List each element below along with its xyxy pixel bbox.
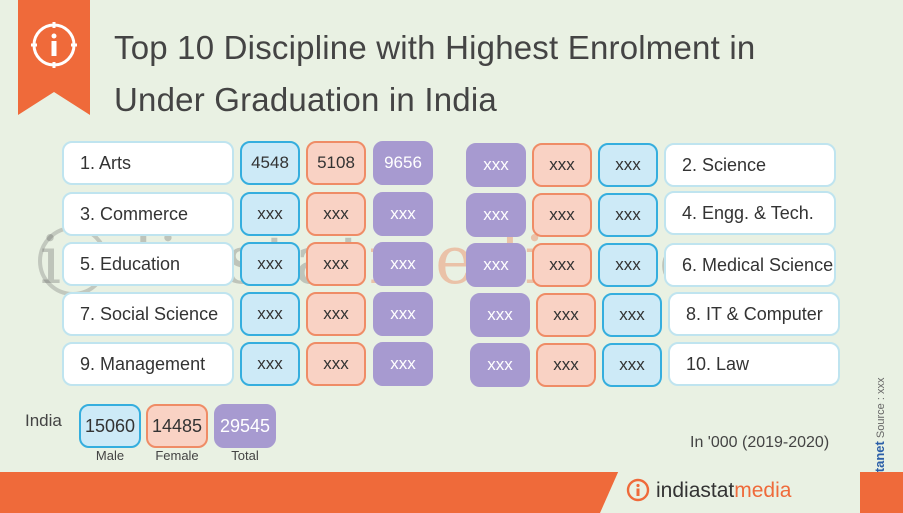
- female-value: xxx: [306, 192, 366, 236]
- unit-note: In '000 (2019-2020): [690, 434, 830, 451]
- discipline-label: 9. Management: [62, 342, 234, 386]
- total-value: xxx: [466, 243, 526, 287]
- footer-brand: indiastatmedia: [600, 466, 860, 513]
- discipline-label: 8. IT & Computer: [668, 292, 840, 336]
- india-male-value: 15060: [79, 404, 141, 448]
- discipline-label: 3. Commerce: [62, 192, 234, 236]
- female-value: xxx: [532, 193, 592, 237]
- female-value: xxx: [306, 342, 366, 386]
- female-value: xxx: [306, 242, 366, 286]
- female-legend-label: Female: [155, 448, 199, 463]
- title-line-1: Top 10 Discipline with Highest Enrolment…: [114, 29, 756, 66]
- discipline-label: 5. Education: [62, 242, 234, 286]
- female-value: xxx: [306, 292, 366, 336]
- total-value: xxx: [470, 293, 530, 337]
- male-value: xxx: [598, 193, 658, 237]
- discipline-label: 10. Law: [668, 342, 840, 386]
- india-female-value: 14485: [146, 404, 208, 448]
- total-value: xxx: [466, 143, 526, 187]
- title-line-2: Under Graduation in India: [114, 81, 497, 118]
- male-value: xxx: [240, 292, 300, 336]
- male-value: xxx: [240, 342, 300, 386]
- info-icon: [626, 478, 650, 502]
- discipline-label: 4. Engg. & Tech.: [664, 191, 836, 235]
- female-value: xxx: [536, 343, 596, 387]
- male-value: xxx: [602, 343, 662, 387]
- male-value: xxx: [240, 192, 300, 236]
- india-label: India: [25, 411, 62, 430]
- total-value: xxx: [373, 292, 433, 336]
- brand-name: indiastatmedia: [656, 479, 791, 503]
- total-value: xxx: [373, 242, 433, 286]
- info-icon: [31, 22, 77, 68]
- male-legend-label: Male: [95, 448, 125, 463]
- male-value: xxx: [598, 143, 658, 187]
- india-total-value: 29545: [214, 404, 276, 448]
- header-ribbon: [18, 0, 90, 115]
- total-value: xxx: [470, 343, 530, 387]
- male-value: xxx: [602, 293, 662, 337]
- male-value: xxx: [240, 242, 300, 286]
- discipline-label: 2. Science: [664, 143, 836, 187]
- male-value: 4548: [240, 141, 300, 185]
- female-value: xxx: [532, 143, 592, 187]
- total-legend-label: Total: [231, 448, 259, 463]
- total-value: 9656: [373, 141, 433, 185]
- brand-part-1: indiastat: [656, 479, 735, 502]
- female-value: xxx: [536, 293, 596, 337]
- source-text: Source : xxx: [875, 377, 887, 439]
- male-value: xxx: [598, 243, 658, 287]
- discipline-label: 7. Social Science: [62, 292, 234, 336]
- total-value: xxx: [373, 192, 433, 236]
- female-value: 5108: [306, 141, 366, 185]
- discipline-label: 1. Arts: [62, 141, 234, 185]
- discipline-label: 6. Medical Science: [664, 243, 836, 287]
- brand-part-2: media: [734, 479, 792, 502]
- total-value: xxx: [373, 342, 433, 386]
- female-value: xxx: [532, 243, 592, 287]
- total-value: xxx: [466, 193, 526, 237]
- page-title: Top 10 Discipline with Highest Enrolment…: [114, 22, 834, 126]
